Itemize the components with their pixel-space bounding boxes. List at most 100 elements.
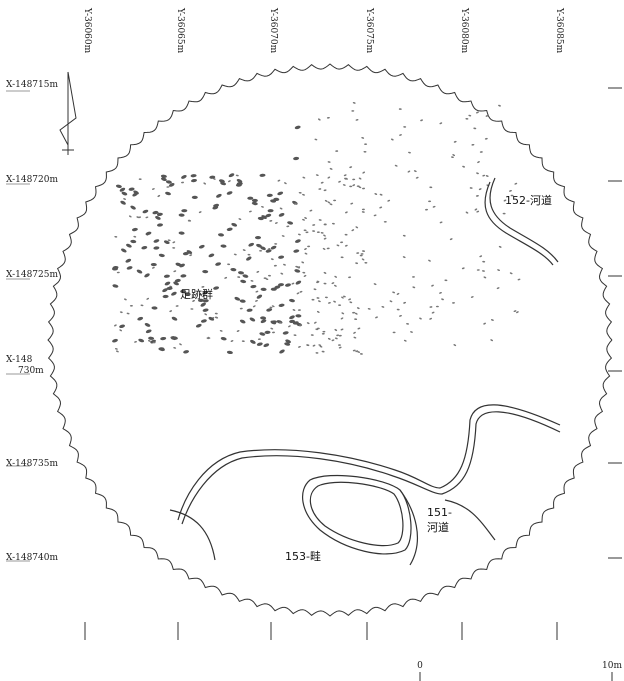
footprint bbox=[341, 312, 345, 315]
footprint bbox=[293, 202, 297, 205]
y-label: Y-36070m bbox=[268, 7, 278, 54]
footprint bbox=[252, 305, 256, 308]
footprint bbox=[178, 231, 185, 235]
footprint bbox=[260, 319, 267, 324]
footprint bbox=[306, 344, 310, 347]
footprint bbox=[334, 284, 337, 287]
footprint bbox=[214, 312, 218, 315]
footprint bbox=[407, 170, 411, 173]
footprint bbox=[320, 181, 324, 184]
footprint bbox=[278, 255, 285, 259]
footprint bbox=[327, 302, 331, 304]
footprint bbox=[462, 165, 466, 168]
footprint bbox=[172, 247, 176, 249]
footprint bbox=[318, 344, 322, 346]
footprint bbox=[362, 187, 365, 190]
footprint bbox=[260, 316, 267, 320]
footprint bbox=[351, 229, 355, 232]
footprint bbox=[162, 294, 169, 299]
footprint bbox=[310, 334, 314, 336]
y-label: Y-36080m bbox=[459, 7, 469, 54]
footprint bbox=[296, 292, 300, 295]
footprint bbox=[248, 242, 255, 247]
footprint bbox=[449, 238, 453, 241]
y-labels: Y-36060m Y-36065m Y-36070m Y-36075m Y-36… bbox=[82, 7, 564, 54]
footprint bbox=[299, 290, 303, 293]
footprint bbox=[496, 287, 500, 290]
footprint bbox=[285, 283, 291, 287]
footprint bbox=[287, 221, 294, 225]
footprint bbox=[227, 263, 231, 266]
footprint bbox=[318, 188, 322, 190]
footprint bbox=[316, 310, 320, 313]
footprint bbox=[311, 298, 315, 301]
footprint bbox=[266, 193, 273, 198]
feature-label: 153-畦 bbox=[285, 550, 321, 563]
footprint bbox=[289, 319, 296, 324]
footprint bbox=[255, 290, 259, 293]
footprint bbox=[165, 180, 172, 184]
footprint bbox=[490, 339, 494, 342]
footprint bbox=[121, 191, 128, 196]
footprint bbox=[312, 224, 316, 226]
footprint bbox=[338, 334, 342, 337]
footprint bbox=[297, 266, 301, 269]
footprint bbox=[166, 186, 170, 188]
footprint bbox=[381, 305, 385, 308]
footprint bbox=[284, 342, 291, 346]
footprint bbox=[356, 307, 360, 310]
footprint bbox=[513, 310, 517, 313]
footprint bbox=[295, 239, 301, 243]
footprint bbox=[295, 280, 302, 285]
footprint bbox=[250, 284, 257, 289]
footprint bbox=[348, 298, 352, 301]
footprint bbox=[187, 219, 191, 222]
footprint bbox=[299, 324, 302, 327]
footprint bbox=[470, 296, 474, 298]
footprint bbox=[329, 167, 333, 170]
footprint bbox=[383, 221, 387, 223]
footprint bbox=[516, 311, 519, 314]
footprint bbox=[145, 329, 152, 334]
footprint bbox=[163, 240, 170, 245]
footprint bbox=[137, 316, 144, 321]
channel-151 bbox=[181, 411, 561, 525]
footprint bbox=[340, 256, 344, 259]
footprint bbox=[246, 308, 253, 312]
footprint bbox=[213, 203, 220, 208]
footprint bbox=[246, 256, 252, 261]
footprint bbox=[340, 328, 344, 331]
footprint bbox=[379, 206, 383, 209]
footprint bbox=[379, 193, 383, 196]
footprint bbox=[128, 187, 135, 191]
footprint bbox=[333, 300, 337, 303]
footprint bbox=[498, 104, 501, 107]
footprint bbox=[125, 258, 132, 263]
footprint bbox=[396, 308, 400, 311]
footprint bbox=[191, 195, 198, 199]
footprint bbox=[242, 249, 246, 252]
footprint bbox=[228, 173, 235, 178]
footprint bbox=[121, 248, 127, 253]
x-label: X-148735m bbox=[6, 459, 58, 469]
footprint bbox=[220, 337, 227, 341]
footprint bbox=[282, 331, 289, 335]
footprint bbox=[173, 281, 179, 286]
footprint bbox=[476, 210, 480, 213]
footprint bbox=[189, 254, 193, 257]
footprint bbox=[235, 183, 242, 187]
footprint bbox=[261, 206, 264, 208]
footprint bbox=[162, 288, 168, 293]
footprint bbox=[269, 306, 273, 309]
footprint bbox=[142, 209, 149, 214]
footprint bbox=[485, 175, 489, 177]
footprint bbox=[303, 229, 307, 232]
footprint bbox=[220, 181, 227, 186]
footprint bbox=[509, 189, 512, 192]
footprint bbox=[202, 291, 209, 295]
footprint bbox=[352, 311, 356, 314]
footprint bbox=[484, 137, 488, 140]
footprint bbox=[259, 173, 266, 177]
footprint bbox=[115, 350, 119, 353]
footprint bbox=[158, 347, 165, 351]
